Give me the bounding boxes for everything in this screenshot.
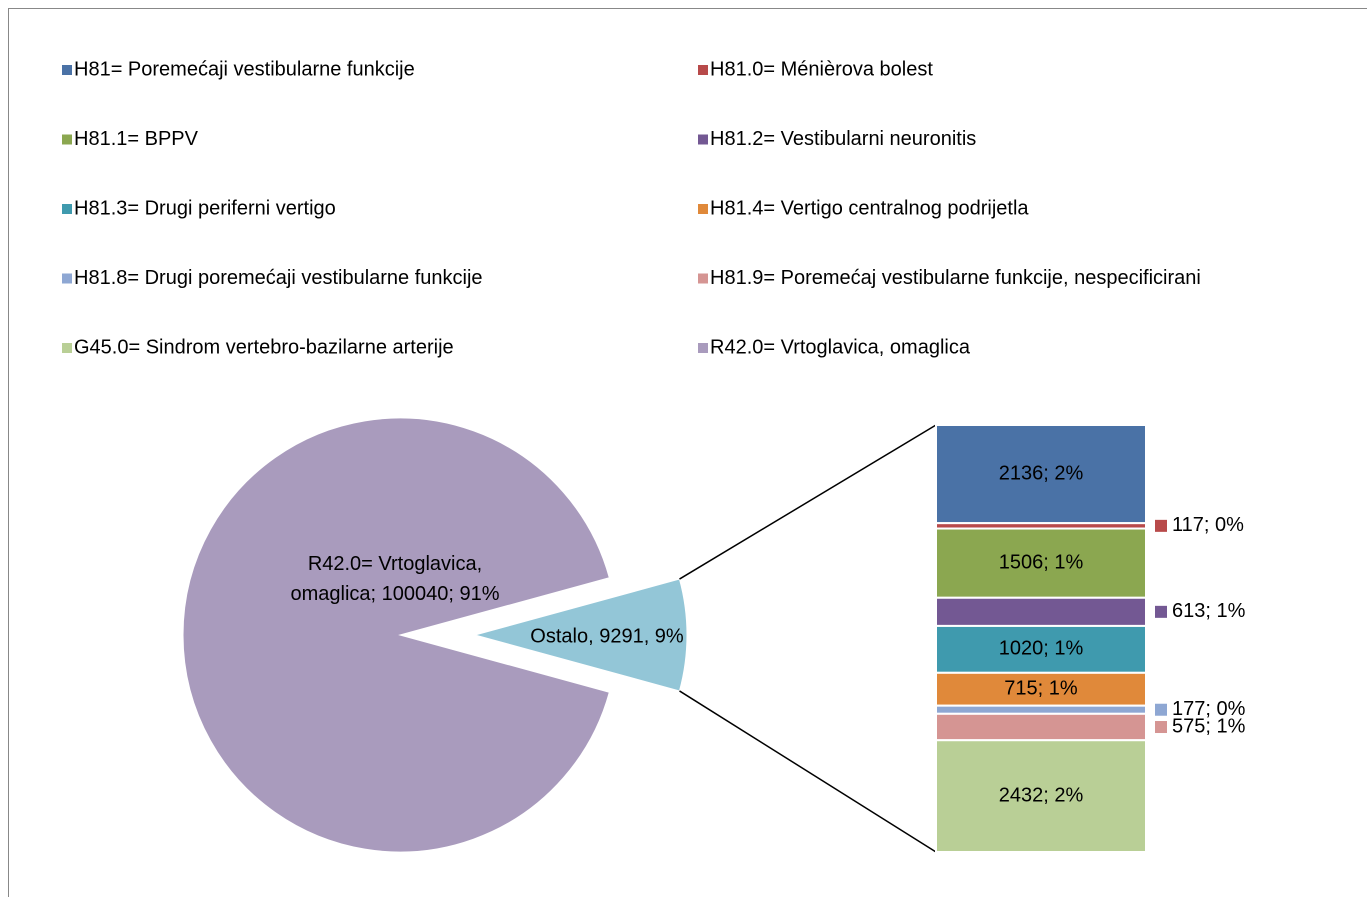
legend-label: H81.9= Poremećaj vestibularne funkcije, …: [710, 267, 1201, 289]
legend-label: H81.2= Vestibularni neuronitis: [710, 128, 976, 150]
legend-label: H81.3= Drugi periferni vertigo: [74, 197, 336, 219]
pie-label-line: R42.0= Vrtoglavica,: [308, 553, 482, 575]
legend-label: G45.0= Sindrom vertebro-bazilarne arteri…: [74, 336, 454, 358]
bar-label-swatch: [1155, 703, 1167, 716]
bar-label: 1506; 1%: [999, 551, 1084, 573]
legend-swatch: [62, 65, 72, 75]
bar-label-swatch: [1155, 605, 1167, 618]
legend-label: H81.8= Drugi poremećaji vestibularne fun…: [74, 267, 483, 289]
bar-label: 715; 1%: [1004, 678, 1078, 700]
bar-label: 2136; 2%: [999, 462, 1084, 484]
bar-segment: [935, 704, 1147, 715]
bar-segment: [935, 739, 1147, 854]
pie-label: Ostalo, 9291, 9%: [530, 625, 684, 647]
bar-label: 2432; 2%: [999, 784, 1084, 806]
bar-label: 1020; 1%: [999, 638, 1084, 660]
bar-label: 177; 0%: [1172, 698, 1246, 720]
pie-slice: [473, 578, 688, 692]
bar-segment: [935, 596, 1147, 627]
legend-swatch: [698, 343, 708, 353]
legend-swatch: [698, 65, 708, 75]
pie-label-line: omaglica; 100040; 91%: [290, 583, 499, 605]
legend-swatch: [62, 204, 72, 214]
legend-swatch: [698, 273, 708, 284]
legend-label: H81.0= Ménièrova bolest: [710, 58, 933, 80]
legend-swatch: [698, 204, 708, 214]
connector: [679, 690, 937, 853]
legend-label: H81.1= BPPV: [74, 128, 199, 150]
pie-label: R42.0= Vrtoglavica, omaglica; 100040; 91%: [290, 553, 499, 605]
bar-segment: [935, 424, 1147, 525]
bar-segment: [935, 712, 1147, 742]
legend-swatch: [62, 273, 72, 284]
legend-label: R42.0= Vrtoglavica, omaglica: [710, 336, 971, 358]
connector: [679, 424, 937, 580]
legend-swatch: [62, 343, 72, 353]
pie-slice: [182, 417, 610, 853]
bar-label: 613; 1%: [1172, 600, 1246, 622]
bar-label-swatch: [1155, 721, 1167, 734]
bar-label: 575; 1%: [1172, 715, 1246, 737]
legend-swatch: [698, 134, 708, 145]
bar-label: 117; 0%: [1172, 514, 1244, 536]
legend-swatch: [62, 134, 72, 145]
chart-border: [8, 8, 1367, 897]
legend-label: H81.4= Vertigo centralnog podrijetla: [710, 197, 1029, 219]
bar-label-swatch: [1155, 519, 1167, 532]
legend-label: H81= Poremećaji vestibularne funkcije: [74, 58, 415, 80]
